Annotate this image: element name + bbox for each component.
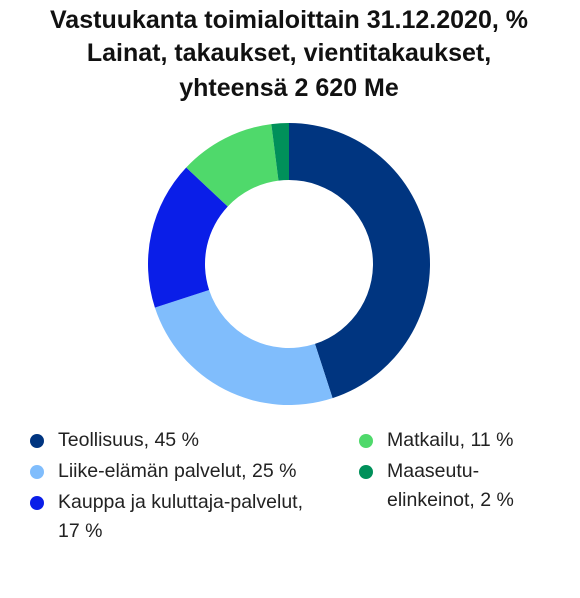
donut-slice [289, 123, 430, 399]
legend-swatch [359, 465, 373, 479]
chart-title: Vastuukanta toimialoittain 31.12.2020, % [50, 6, 528, 34]
legend-item: Liike-elämän palvelut, 25 % [30, 457, 315, 486]
donut-slice [154, 289, 333, 405]
legend-label: Kauppa ja kuluttaja-palvelut, 17 % [58, 491, 303, 542]
donut-slice [148, 167, 228, 308]
legend-column: Matkailu, 11 % Maaseutu-elinkeinot, 2 % [359, 426, 529, 517]
legend-item: Maaseutu-elinkeinot, 2 % [359, 457, 529, 515]
legend-label: Teollisuus, 45 % [58, 429, 199, 451]
legend-label: Maaseutu-elinkeinot, 2 % [387, 460, 514, 511]
legend-label: Matkailu, 11 % [387, 429, 514, 451]
legend-swatch [30, 465, 44, 479]
chart-title: Lainat, takaukset, vientitakaukset, [87, 39, 491, 67]
legend-swatch [30, 434, 44, 448]
chart-title: yhteensä 2 620 Me [179, 74, 399, 102]
legend-column: Teollisuus, 45 % Liike-elämän palvelut, 2… [30, 426, 315, 548]
legend-swatch [359, 434, 373, 448]
donut-slice [186, 124, 279, 207]
legend-item: Kauppa ja kuluttaja-palvelut, 17 % [30, 488, 315, 546]
legend-label: Liike-elämän palvelut, 25 % [58, 460, 297, 482]
legend-item: Matkailu, 11 % [359, 426, 529, 455]
chart: Vastuukanta toimialoittain 31.12.2020, %… [50, 6, 528, 405]
legend-item: Teollisuus, 45 % [30, 426, 315, 455]
donut-slice [271, 123, 289, 181]
legend-swatch [30, 496, 44, 510]
